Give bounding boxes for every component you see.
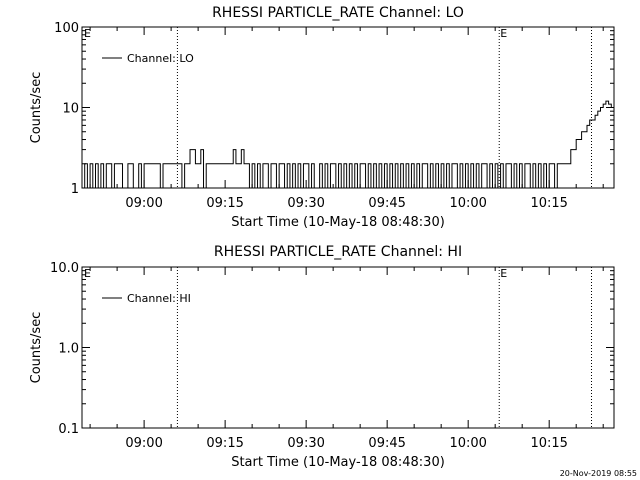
y-tick-label: 100 [54,21,79,36]
x-tick-label: 10:15 [530,436,567,451]
footer-timestamp: 20-Nov-2019 08:55 [560,469,637,478]
x-tick-label: 09:00 [125,436,162,451]
x-tick-label: 09:15 [206,196,243,211]
x-axis-label: Start Time (10-May-18 08:48:30) [231,215,445,230]
event-line-label: E [500,27,507,40]
x-tick-label: 09:30 [287,436,324,451]
panel-lo: RHESSI PARTICLE_RATE Channel: LO 1 10 100 09… [29,5,615,230]
x-tick-label: 09:30 [287,196,324,211]
y-tick-label: 10.0 [50,261,79,276]
chart-title: RHESSI PARTICLE_RATE Channel: HI [214,244,462,260]
x-tick-label: 10:15 [530,196,567,211]
y-tick-label: 10 [62,102,79,117]
x-axis-label: Start Time (10-May-18 08:48:30) [231,455,445,470]
x-tick-label: 09:15 [206,436,243,451]
legend-label: Channel: LO [127,52,194,65]
y-tick-label: 1.0 [58,342,79,357]
series-line-0 [82,100,614,188]
y-tick-label: 1 [71,182,79,197]
y-axis-label: Counts/sec [29,312,44,384]
x-tick-label: 10:00 [449,436,486,451]
legend-label: Channel: HI [127,292,191,305]
panel-hi: RHESSI PARTICLE_RATE Channel: HI 0.1 1.0 10… [29,244,615,470]
event-line-label: E [500,267,507,280]
chart-title: RHESSI PARTICLE_RATE Channel: LO [212,5,464,21]
corner-label: E [84,267,91,280]
x-tick-label: 09:45 [368,436,405,451]
x-tick-label: 09:00 [125,196,162,211]
corner-label: E [84,27,91,40]
y-tick-label: 0.1 [58,422,79,437]
x-tick-label: 09:45 [368,196,405,211]
y-axis-label: Counts/sec [29,72,44,144]
x-tick-label: 10:00 [449,196,486,211]
